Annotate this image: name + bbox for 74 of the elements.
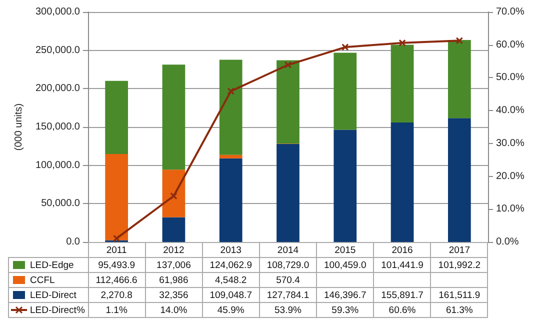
data-label: 161,511.9 (430, 288, 488, 302)
point (342, 44, 349, 51)
y2-tick-label: 60.0% (496, 39, 524, 50)
bar (448, 118, 471, 242)
data-label: 60.6% (374, 302, 431, 318)
legend-label: CCFL (8, 272, 88, 288)
data-label: 14.0% (145, 302, 202, 318)
data-label: 61.3% (430, 302, 488, 318)
bar (448, 40, 471, 118)
data-label: 570.4 (259, 272, 317, 288)
data-label: 108,729.0 (259, 258, 317, 272)
y-tick-label: 100,000.0 (36, 160, 80, 171)
bar (276, 60, 300, 144)
y2-tick-label: 40.0% (496, 105, 524, 116)
legend-label: LED-Direct% (8, 302, 88, 318)
data-label: 2,270.8 (88, 288, 146, 302)
data-label: 45.9% (202, 302, 260, 318)
data-label: 32,356 (145, 288, 202, 302)
y-axis-title: (000 units) (14, 103, 24, 151)
x-tick-label: 2014 (259, 242, 317, 258)
data-label: 95,493.9 (88, 258, 146, 272)
data-label: 155,891.7 (374, 288, 431, 302)
y-tick-label: 150,000.0 (36, 122, 80, 132)
bar (390, 44, 414, 122)
data-label: 100,459.0 (316, 258, 374, 272)
data-label: 1.1% (88, 302, 146, 318)
x-tick-label: 2012 (145, 242, 202, 258)
data-label: 124,062.9 (202, 258, 260, 272)
data-label: 4,548.2 (202, 272, 260, 288)
y-tick-label: 300,000.0 (36, 6, 80, 18)
data-label: 109,048.7 (202, 288, 260, 302)
y2-tick-label: 50.0% (496, 72, 524, 84)
bar (162, 64, 186, 170)
bar (162, 170, 186, 218)
x-tick-label: 2016 (374, 242, 431, 258)
y-tick-label: 50,000.0 (41, 198, 80, 210)
y-tick-label: 0.0 (66, 236, 80, 248)
data-label: 101,992.2 (430, 258, 488, 272)
bar (219, 154, 242, 158)
bar (334, 52, 357, 130)
legend-label: LED-Edge (8, 258, 88, 272)
x-tick-label: 2011 (88, 242, 146, 258)
bar (105, 80, 128, 154)
bar (219, 158, 242, 242)
y-tick-label: 200,000.0 (36, 83, 80, 94)
point (456, 37, 463, 44)
data-label: 137,006 (145, 258, 202, 272)
y2-tick-label: 70.0% (496, 6, 524, 18)
x-tick-label: 2013 (202, 242, 260, 258)
point (398, 39, 406, 46)
bar (276, 144, 300, 242)
x-tick-label: 2017 (430, 242, 488, 258)
point (227, 88, 234, 95)
legend-label: LED-Direct (8, 288, 88, 302)
data-label: 101,441.9 (374, 258, 431, 272)
data-label: 127,784.1 (259, 288, 317, 302)
point (284, 62, 292, 68)
y2-tick-label: 10.0% (496, 204, 524, 215)
point (113, 234, 120, 242)
data-label: 146,396.7 (316, 288, 374, 302)
bar (162, 217, 186, 242)
data-label: 59.3% (316, 302, 374, 318)
data-label: 61,986 (145, 272, 202, 288)
y-tick-label: 250,000.0 (36, 44, 80, 56)
bar (219, 60, 242, 155)
bar (105, 154, 128, 240)
data-label: 53.9% (259, 302, 317, 318)
bar (390, 122, 414, 242)
data-label: 112,466.6 (88, 272, 146, 288)
y2-tick-label: 20.0% (496, 170, 524, 182)
y2-tick-label: 0.0% (496, 236, 519, 248)
y2-tick-label: 30.0% (496, 138, 524, 149)
bar (334, 130, 357, 242)
x-tick-label: 2015 (316, 242, 374, 258)
